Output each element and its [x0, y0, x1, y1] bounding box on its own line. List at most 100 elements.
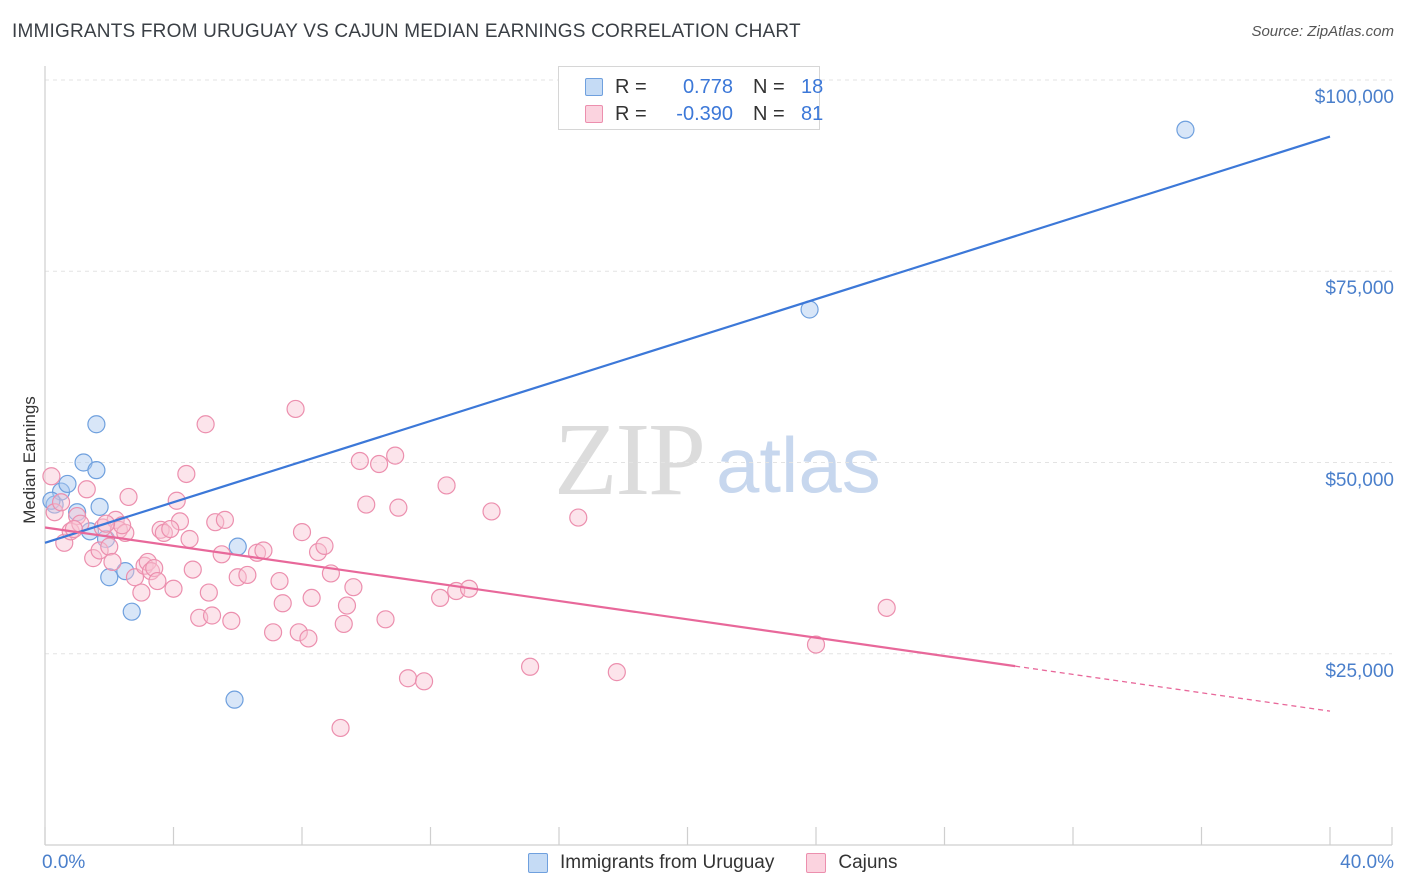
point-cajun-60: [370, 454, 389, 474]
x-tick-label-min: 0.0%: [42, 852, 86, 873]
point-cajun-42: [254, 541, 273, 560]
point-cajun-52: [315, 536, 334, 555]
point-cajun-75: [877, 598, 896, 617]
point-cajun-34: [202, 606, 222, 625]
point-cajun-61: [376, 610, 395, 629]
point-cajun-70: [482, 502, 501, 521]
watermark-atlas: atlas: [716, 421, 881, 509]
y-tick-label-1: $75,000: [1325, 278, 1394, 300]
point-uruguay-10: [100, 568, 119, 587]
point-cajun-48: [292, 523, 312, 542]
point-cajun-7: [77, 480, 96, 499]
trendline-dashed-1: [1015, 665, 1331, 712]
legend-r-label: R =: [615, 102, 647, 125]
legend-r-value: 0.778: [682, 75, 733, 98]
point-uruguay-13: [228, 537, 247, 556]
point-cajun-74: [806, 635, 826, 654]
point-cajun-57: [344, 578, 363, 597]
point-cajun-2: [51, 493, 71, 512]
point-cajun-65: [414, 672, 434, 691]
point-cajun-49: [299, 629, 318, 648]
point-cajun-33: [199, 583, 218, 602]
point-cajun-73: [607, 663, 626, 682]
point-cajun-76: [196, 415, 215, 434]
point-cajun-38: [222, 611, 241, 630]
point-uruguay-8: [87, 415, 106, 434]
legend-row-uruguay: R = 0.778 N = 18: [559, 72, 823, 102]
trendline-0: [44, 135, 1331, 544]
point-cajun-71: [520, 657, 540, 676]
y-tick-label-2: $50,000: [1325, 469, 1394, 491]
point-cajun-67: [437, 476, 456, 495]
point-uruguay-12: [122, 602, 141, 621]
watermark-zip: ZIP: [554, 402, 706, 517]
point-cajun-40: [238, 565, 257, 585]
point-cajun-46: [286, 399, 305, 419]
y-tick-label-3: $25,000: [1325, 660, 1394, 682]
point-cajun-0: [42, 467, 61, 486]
point-cajun-1: [45, 503, 64, 522]
point-uruguay-5: [90, 497, 109, 516]
legend-n-value: 18: [801, 75, 824, 98]
legend-n-label: N =: [753, 75, 785, 98]
point-cajun-37: [215, 510, 234, 529]
point-cajun-9: [90, 541, 109, 560]
legend-swatch-cajuns: [585, 105, 603, 123]
legend-swatch-uruguay: [528, 853, 548, 873]
legend-r-label: R =: [615, 75, 647, 98]
point-cajun-80: [161, 519, 180, 539]
point-cajun-12: [103, 552, 122, 572]
point-cajun-21: [141, 562, 161, 581]
point-cajun-47: [289, 623, 308, 642]
point-uruguay-16: [1176, 120, 1195, 139]
correlation-legend: R = 0.778 N = 18 R = -0.390 N = 81: [558, 66, 823, 130]
point-cajun-16: [119, 487, 138, 507]
point-cajun-56: [337, 596, 357, 615]
legend-n-value: 81: [801, 102, 824, 125]
point-cajun-63: [389, 498, 408, 517]
source-label: Source: ZipAtlas.com: [1251, 23, 1394, 40]
point-cajun-62: [386, 446, 405, 465]
point-cajun-64: [398, 669, 418, 688]
point-uruguay-7: [87, 461, 106, 480]
legend-r-value: -0.390: [676, 102, 733, 125]
point-cajun-43: [263, 623, 283, 642]
point-cajun-11: [100, 537, 119, 556]
point-cajun-28: [170, 512, 190, 531]
point-cajun-59: [357, 495, 376, 514]
point-cajun-66: [431, 588, 450, 608]
point-cajun-30: [180, 529, 199, 549]
series-legend: Immigrants from Uruguay Cajuns: [528, 852, 930, 874]
y-axis-label: Median Earnings: [20, 396, 39, 524]
legend-label-cajuns: Cajuns: [838, 852, 898, 873]
point-cajun-54: [331, 718, 350, 738]
point-cajun-45: [273, 594, 292, 613]
point-uruguay-14: [225, 690, 244, 709]
point-cajun-72: [569, 508, 588, 527]
point-cajun-50: [302, 588, 321, 608]
point-cajun-24: [151, 520, 170, 539]
x-tick-label-max: 40.0%: [1340, 852, 1394, 873]
legend-label-uruguay: Immigrants from Uruguay: [560, 852, 775, 873]
legend-item-cajuns[interactable]: Cajuns: [806, 852, 898, 874]
legend-row-cajuns: R = -0.390 N = 81: [559, 99, 823, 129]
point-cajun-26: [164, 579, 183, 598]
point-cajun-44: [270, 571, 289, 591]
point-cajun-23: [148, 571, 167, 591]
point-cajun-77: [112, 516, 132, 535]
point-uruguay-2: [58, 474, 77, 494]
y-tick-label-0: $100,000: [1314, 87, 1394, 108]
chart-title: IMMIGRANTS FROM URUGUAY VS CAJUN MEDIAN …: [12, 21, 801, 42]
legend-swatch-uruguay: [585, 78, 603, 96]
point-cajun-18: [132, 583, 151, 602]
point-cajun-31: [183, 560, 202, 579]
legend-n-label: N =: [753, 102, 785, 125]
point-cajun-55: [334, 614, 353, 634]
point-uruguay-11: [116, 562, 135, 581]
trendline-1: [44, 526, 1016, 668]
legend-swatch-cajuns: [806, 853, 827, 873]
point-cajun-29: [177, 464, 196, 484]
point-cajun-58: [350, 451, 369, 471]
legend-item-uruguay[interactable]: Immigrants from Uruguay: [528, 852, 774, 874]
